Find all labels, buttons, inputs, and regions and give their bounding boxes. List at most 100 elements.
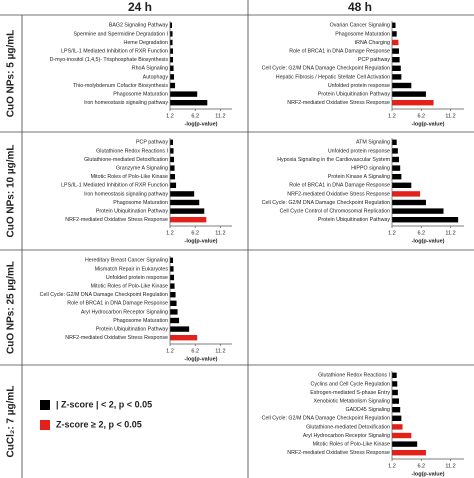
category-label: Xenobiotic Metabolism Signaling [313,399,390,405]
bar [170,156,175,163]
bar [392,48,400,54]
bar [392,372,397,378]
category-label: Aryl Hydrocarbon Receptor Signaling [303,433,390,439]
bar [392,57,400,63]
bar [170,100,208,106]
category-label: PCP pathway [136,140,168,146]
x-tick-label: 1.2 [166,348,174,354]
category-label: NRF2-mediated Oxidative Stress Response [287,100,390,106]
x-tick-label: 1.2 [388,463,396,469]
category-label: Mismatch Repair in Eukaryotes [95,266,169,272]
bar [392,217,459,223]
category-label: HIPPO signaling [351,166,390,172]
bar [170,335,198,341]
bar [170,191,195,197]
bar [170,82,176,89]
bar [170,39,173,46]
category-label: Glutathione Redox Reactions I [96,148,168,154]
bar [170,300,177,306]
category-label: GADD45 Signaling [346,407,391,413]
legend-swatch [40,400,50,410]
category-label: Mitotic Roles of Polo-Like Kinase [313,442,390,448]
category-label: Unfolded protein response [328,148,390,154]
bar [392,381,398,387]
category-label: Hereditary Breast Cancer Signaling [85,258,168,264]
row-label: CuO NPs: 25 µg/mL [6,261,17,354]
bar [170,165,175,171]
category-label: Granzyme A Signaling [116,166,168,172]
category-label: Phagosome Maturation [113,92,168,98]
category-label: Glutathione-mediated Detoxification [306,424,390,430]
bar [170,199,200,206]
bar [170,317,180,324]
bar [392,74,402,80]
bar [392,208,444,214]
bar [392,398,400,404]
bar [392,182,412,188]
bar [170,309,178,315]
x-tick-label: 6.2 [191,348,199,354]
bar [392,415,402,421]
row-label: CuO NPs: 5 µg/mL [6,30,17,117]
category-label: Protein Ubiquitination Pathway [318,217,390,223]
x-tick-label: 6.2 [417,463,425,469]
bar [392,91,426,97]
category-label: Cell Cycle: G2/M DNA Damage Checkpoint R… [262,416,390,422]
category-label: Cyclins and Cell Cycle Regulation [311,381,391,387]
bar [170,283,175,289]
category-label: LPS/IL-1 Mediated Inhibition of RXR Func… [61,49,168,55]
category-label: NRF2-mediated Oxidative Stress Response [287,191,390,197]
category-label: NRF2-mediated Oxidative Stress Response [287,450,390,456]
category-label: Protein Ubiquitination Pathway [318,92,390,98]
category-label: NRF2-mediated Oxidative Stress Response [65,335,168,341]
category-label: NRF2-mediated Oxidative Stress Response [65,217,168,223]
column-header: 24 h [128,0,152,14]
category-label: Protein Ubiquitination Pathway [96,327,168,333]
category-label: BAG2 Signaling Pathway [109,23,169,29]
category-label: Iron homeostasis signaling pathway [84,100,168,106]
category-label: Protein Kinase A Signaling [328,174,390,180]
bar [170,266,174,272]
row-label: CuO NPs: 10 µg/mL [6,145,17,238]
category-label: Autophagy [143,74,169,80]
legend-swatch [40,420,50,430]
bar [392,22,396,28]
category-label: ATM Signaling [356,140,390,146]
bar [170,217,207,223]
category-label: Glutathione Redox Reactions I [318,373,390,379]
x-tick-label: 1.2 [388,113,396,119]
bar [392,31,397,37]
x-tick-label: 6.2 [417,230,425,236]
bar [170,139,174,145]
bar [392,148,398,154]
bar [170,65,174,71]
bar [392,39,399,46]
category-label: Aryl Hydrocarbon Receptor Signaling [81,309,168,315]
category-label: Mitotic Roles of Polo-Like Kinase [91,174,168,180]
category-label: Heme Degradation [124,40,169,46]
bar [392,82,412,89]
category-label: PCP pathway [358,57,390,63]
category-label: Glutathione-mediated Detoxification [84,157,168,163]
x-tick-label: 6.2 [191,113,199,119]
category-label: Unfolded protein response [328,83,390,89]
category-label: RhoA Signaling [132,66,168,72]
category-label: Phagosome Maturation [113,200,168,206]
bar [392,389,398,396]
x-tick-label: 11.2 [215,230,225,236]
bar [392,424,403,430]
bar [392,432,412,439]
bar [392,100,434,106]
x-tick-label: 6.2 [417,113,425,119]
bar [170,292,176,298]
bar [170,31,173,37]
category-label: Role of BRCA1 in DNA Damage Response [67,301,168,307]
category-label: Phagosome Maturation [335,31,390,37]
bar [170,174,176,180]
bar [170,57,174,63]
bar [170,74,175,80]
category-label: Role of BRCA1 in DNA Damage Response [289,183,390,189]
bar [392,174,402,180]
bar [170,91,198,97]
bar [392,450,426,456]
